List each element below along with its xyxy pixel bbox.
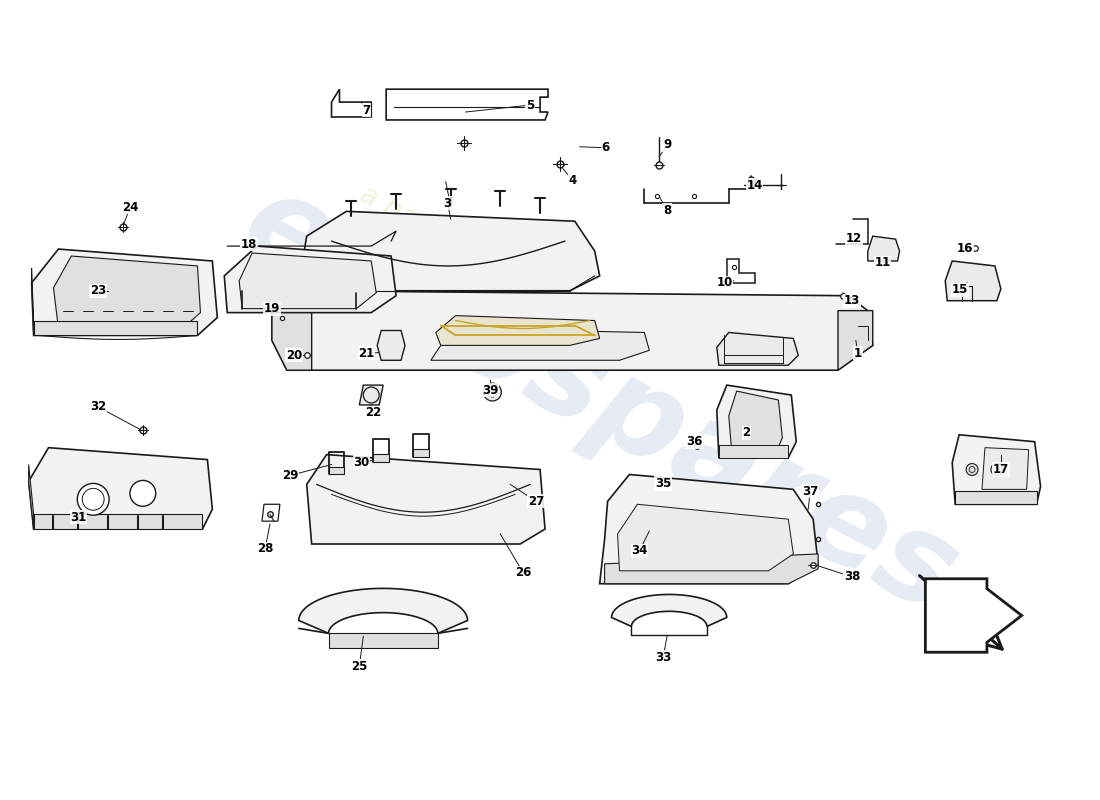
Text: 16: 16 [957, 242, 974, 254]
Polygon shape [600, 474, 818, 584]
Polygon shape [925, 578, 1022, 652]
Polygon shape [54, 256, 200, 329]
Text: 33: 33 [656, 650, 671, 664]
Text: 21: 21 [359, 347, 374, 360]
Text: 11: 11 [874, 257, 891, 270]
Text: 24: 24 [122, 201, 139, 214]
Polygon shape [29, 448, 212, 529]
Polygon shape [377, 330, 405, 360]
Polygon shape [953, 434, 1041, 504]
Text: eurospares: eurospares [222, 161, 977, 639]
Text: 39: 39 [482, 383, 498, 397]
Circle shape [484, 383, 502, 401]
Polygon shape [612, 594, 727, 626]
Text: 30: 30 [353, 456, 370, 469]
Text: 10: 10 [717, 276, 733, 290]
Text: 34: 34 [631, 545, 648, 558]
Text: 15: 15 [952, 283, 968, 296]
Polygon shape [299, 588, 468, 634]
Polygon shape [34, 514, 202, 529]
Text: 28: 28 [256, 542, 273, 555]
Text: 18: 18 [241, 238, 257, 250]
Polygon shape [301, 211, 600, 290]
Circle shape [77, 483, 109, 515]
Text: 37: 37 [802, 485, 818, 498]
Polygon shape [329, 466, 344, 474]
Text: 25: 25 [351, 660, 367, 673]
Polygon shape [718, 445, 789, 458]
Text: 22: 22 [365, 406, 382, 419]
Polygon shape [32, 268, 34, 335]
Polygon shape [239, 253, 376, 309]
Polygon shape [436, 315, 600, 346]
Text: 1: 1 [854, 347, 862, 360]
Text: 14: 14 [747, 179, 762, 192]
Text: 27: 27 [528, 494, 544, 508]
Polygon shape [272, 290, 872, 370]
Polygon shape [982, 448, 1028, 490]
Polygon shape [32, 249, 218, 335]
Text: 17: 17 [992, 463, 1009, 476]
Text: 13: 13 [844, 294, 860, 307]
Polygon shape [945, 261, 1001, 301]
Text: 36: 36 [685, 435, 702, 448]
Text: 20: 20 [286, 349, 301, 362]
Text: 29: 29 [282, 469, 298, 482]
Text: 38: 38 [844, 570, 860, 583]
Text: 5: 5 [526, 98, 535, 111]
Text: 23: 23 [90, 284, 107, 298]
Polygon shape [955, 491, 1036, 504]
Polygon shape [29, 465, 34, 529]
Text: 3: 3 [443, 197, 452, 210]
Polygon shape [728, 391, 782, 452]
Polygon shape [717, 333, 799, 366]
Text: 26: 26 [515, 566, 531, 579]
Text: 19: 19 [264, 302, 280, 315]
Text: 4: 4 [569, 174, 578, 187]
Polygon shape [431, 329, 649, 360]
Text: 9: 9 [663, 138, 671, 151]
Text: 6: 6 [602, 142, 609, 154]
Text: 12: 12 [846, 232, 862, 245]
Text: 31: 31 [70, 510, 87, 524]
Text: 2: 2 [742, 426, 750, 439]
Polygon shape [412, 449, 429, 457]
Polygon shape [373, 454, 389, 462]
Polygon shape [605, 554, 818, 584]
Polygon shape [329, 634, 438, 648]
Polygon shape [272, 310, 311, 370]
Polygon shape [868, 236, 900, 261]
Polygon shape [717, 385, 796, 458]
Text: 35: 35 [654, 477, 671, 490]
Text: 7: 7 [362, 103, 371, 117]
Text: a passion since 1985: a passion since 1985 [355, 180, 626, 342]
Circle shape [991, 463, 1003, 475]
Polygon shape [224, 246, 396, 313]
Circle shape [130, 481, 156, 506]
Polygon shape [34, 321, 198, 335]
Polygon shape [307, 454, 544, 544]
Polygon shape [838, 310, 872, 370]
Text: 32: 32 [90, 401, 107, 414]
Circle shape [966, 463, 978, 475]
Text: 8: 8 [663, 204, 671, 217]
Polygon shape [360, 385, 383, 405]
Polygon shape [617, 504, 793, 571]
